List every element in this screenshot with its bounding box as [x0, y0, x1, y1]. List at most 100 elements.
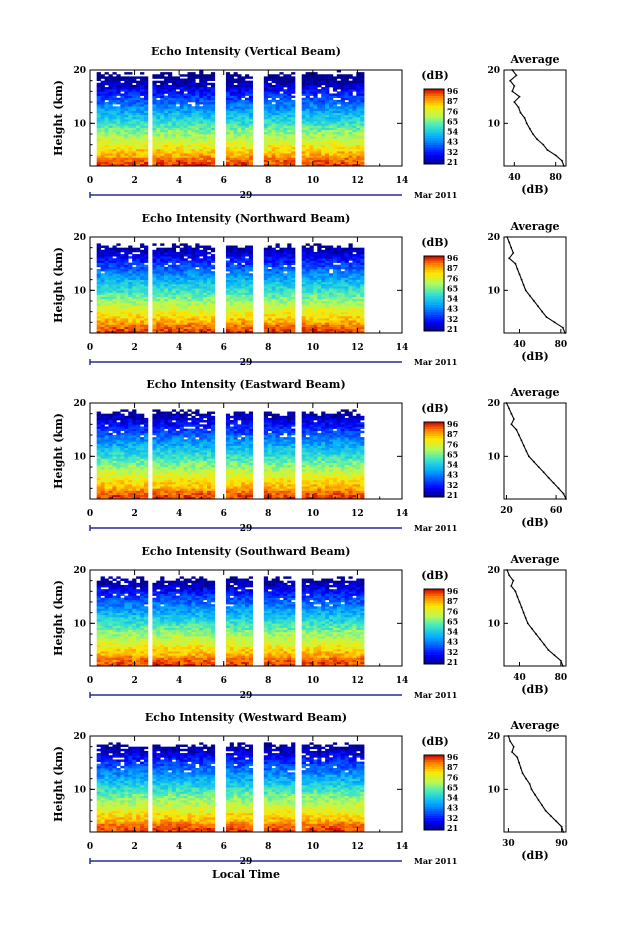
heatmap-cell	[172, 243, 176, 245]
heatmap-cell	[132, 108, 136, 110]
heatmap-cell	[105, 132, 109, 134]
heatmap-cell	[156, 74, 160, 76]
heatmap-cell	[272, 134, 276, 136]
heatmap-cell	[195, 284, 199, 286]
heatmap-cell	[287, 123, 291, 125]
heatmap-cell	[109, 271, 113, 273]
heatmap-cell	[337, 157, 341, 159]
heatmap-cell	[164, 299, 168, 301]
heatmap-cell	[329, 102, 333, 104]
heatmap-cell	[333, 85, 337, 87]
heatmap-cell	[276, 292, 280, 294]
heatmap-cell	[136, 305, 140, 307]
heatmap-cell	[160, 322, 164, 324]
heatmap-cell	[144, 248, 148, 250]
heatmap-cell	[211, 96, 215, 98]
heatmap-cell	[195, 243, 199, 245]
heatmap-cell	[279, 284, 283, 286]
heatmap-cell	[283, 79, 287, 81]
heatmap-cell	[291, 104, 295, 106]
panel-title: Echo Intensity (Vertical Beam)	[151, 45, 341, 58]
heatmap-cell	[112, 327, 116, 329]
heatmap-cell	[176, 314, 180, 316]
heatmap-cell	[112, 130, 116, 132]
heatmap-cell	[199, 125, 203, 127]
heatmap-cell	[136, 128, 140, 130]
heatmap-cell	[245, 83, 249, 85]
heatmap-cell	[264, 87, 268, 89]
heatmap-cell	[152, 243, 156, 245]
colorbar-cell	[424, 129, 444, 132]
heatmap-cell	[136, 132, 140, 134]
colorbar-cell	[424, 148, 444, 151]
heatmap-cell	[268, 316, 272, 318]
heatmap-cell	[356, 151, 360, 153]
heatmap-cell	[333, 102, 337, 104]
heatmap-cell	[144, 113, 148, 115]
heatmap-cell	[302, 157, 306, 159]
heatmap-cell	[191, 290, 195, 292]
heatmap-cell	[184, 125, 188, 127]
heatmap-cell	[211, 301, 215, 303]
heatmap-cell	[287, 125, 291, 127]
heatmap-cell	[211, 87, 215, 89]
heatmap-cell	[112, 250, 116, 252]
heatmap-cell	[116, 324, 120, 326]
heatmap-cell	[226, 162, 230, 164]
heatmap-cell	[132, 320, 136, 322]
heatmap-cell	[237, 269, 241, 271]
heatmap-cell	[329, 93, 333, 95]
heatmap-cell	[341, 89, 345, 91]
heatmap-cell	[176, 149, 180, 151]
heatmap-cell	[352, 111, 356, 113]
heatmap-cell	[203, 265, 207, 267]
heatmap-cell	[140, 290, 144, 292]
heatmap-cell	[241, 292, 245, 294]
heatmap-cell	[152, 327, 156, 329]
heatmap-cell	[140, 312, 144, 314]
heatmap-cell	[128, 89, 132, 91]
heatmap-cell	[337, 113, 341, 115]
heatmap-cell	[199, 128, 203, 130]
heatmap-cell	[105, 292, 109, 294]
heatmap-cell	[199, 151, 203, 153]
heatmap-cell	[124, 79, 128, 81]
heatmap-cell	[345, 128, 349, 130]
heatmap-cell	[140, 327, 144, 329]
heatmap-cell	[241, 269, 245, 271]
heatmap-cell	[345, 134, 349, 136]
heatmap-cell	[306, 140, 310, 142]
heatmap-cell	[237, 260, 241, 262]
heatmap-cell	[207, 303, 211, 305]
heatmap-cell	[188, 290, 192, 292]
heatmap-cell	[283, 329, 287, 331]
heatmap-cell	[249, 162, 253, 164]
heatmap-cell	[352, 121, 356, 123]
heatmap-cell	[144, 250, 148, 252]
heatmap-cell	[360, 87, 364, 89]
heatmap-cell	[241, 254, 245, 256]
heatmap-cell	[144, 117, 148, 119]
heatmap-cell	[195, 265, 199, 267]
heatmap-cell	[249, 100, 253, 102]
heatmap-cell	[241, 76, 245, 78]
heatmap-cell	[283, 111, 287, 113]
heatmap-cell	[264, 157, 268, 159]
average-point	[516, 74, 518, 76]
heatmap-cell	[97, 147, 101, 149]
heatmap-cell	[268, 324, 272, 326]
heatmap-cell	[132, 81, 136, 83]
heatmap-cell	[116, 85, 120, 87]
heatmap-cell	[191, 324, 195, 326]
heatmap-cell	[226, 256, 230, 258]
heatmap-cell	[132, 149, 136, 151]
heatmap-cell	[360, 91, 364, 93]
heatmap-cell	[203, 258, 207, 260]
heatmap-cell	[264, 106, 268, 108]
heatmap-cell	[101, 312, 105, 314]
heatmap-cell	[132, 145, 136, 147]
heatmap-cell	[164, 85, 168, 87]
heatmap-cell	[132, 113, 136, 115]
heatmap-cell	[199, 81, 203, 83]
heatmap-cell	[164, 295, 168, 297]
